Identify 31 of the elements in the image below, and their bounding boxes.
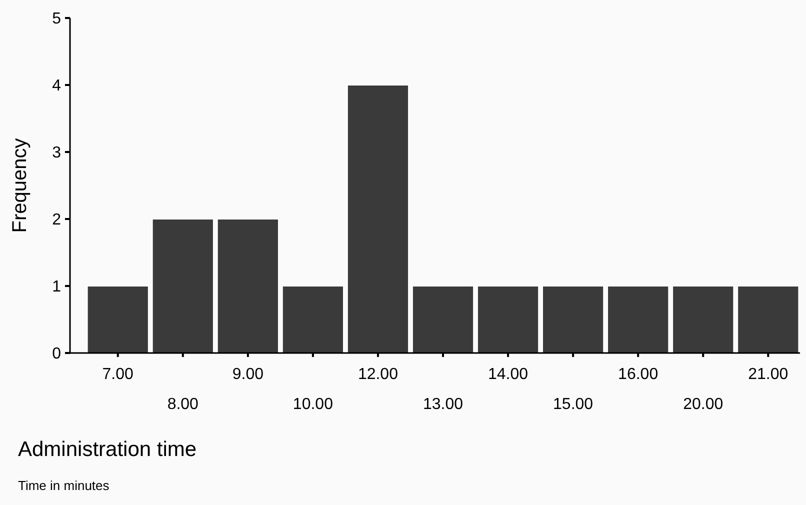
y-tick-label: 0 [52, 346, 62, 363]
y-axis-title: Frequency [9, 138, 31, 233]
bar [476, 286, 540, 354]
x-tick-label: 15.00 [553, 396, 594, 413]
x-tick-label: 20.00 [683, 396, 724, 413]
x-tick-label: 13.00 [422, 396, 464, 413]
bar [412, 286, 474, 354]
x-tick-label: 9.00 [232, 366, 264, 383]
bar [216, 218, 279, 354]
bar [542, 286, 604, 354]
bar [152, 218, 214, 354]
bar [607, 286, 670, 354]
x-tick-label: 12.00 [358, 366, 398, 383]
y-tick-label: 4 [52, 78, 62, 95]
y-tick-label: 1 [52, 278, 62, 296]
y-tick-label: 2 [52, 212, 62, 229]
text: Time in minutes [18, 478, 110, 493]
y-tick-label: 5 [52, 10, 62, 28]
bar [282, 286, 344, 354]
x-tick-label: 14.00 [488, 366, 528, 383]
x-tick-label: 21.00 [748, 366, 788, 383]
x-tick-label: 8.00 [167, 396, 199, 413]
bar [86, 286, 149, 354]
x-tick-label: 16.00 [618, 366, 658, 383]
bar [672, 286, 734, 354]
bar [346, 84, 410, 354]
x-tick-label: 10.00 [292, 396, 334, 413]
x-axis-title: Administration time [18, 438, 197, 461]
y-tick-label: 3 [52, 144, 62, 162]
bar [737, 286, 800, 354]
x-tick-label: 7.00 [102, 366, 134, 383]
